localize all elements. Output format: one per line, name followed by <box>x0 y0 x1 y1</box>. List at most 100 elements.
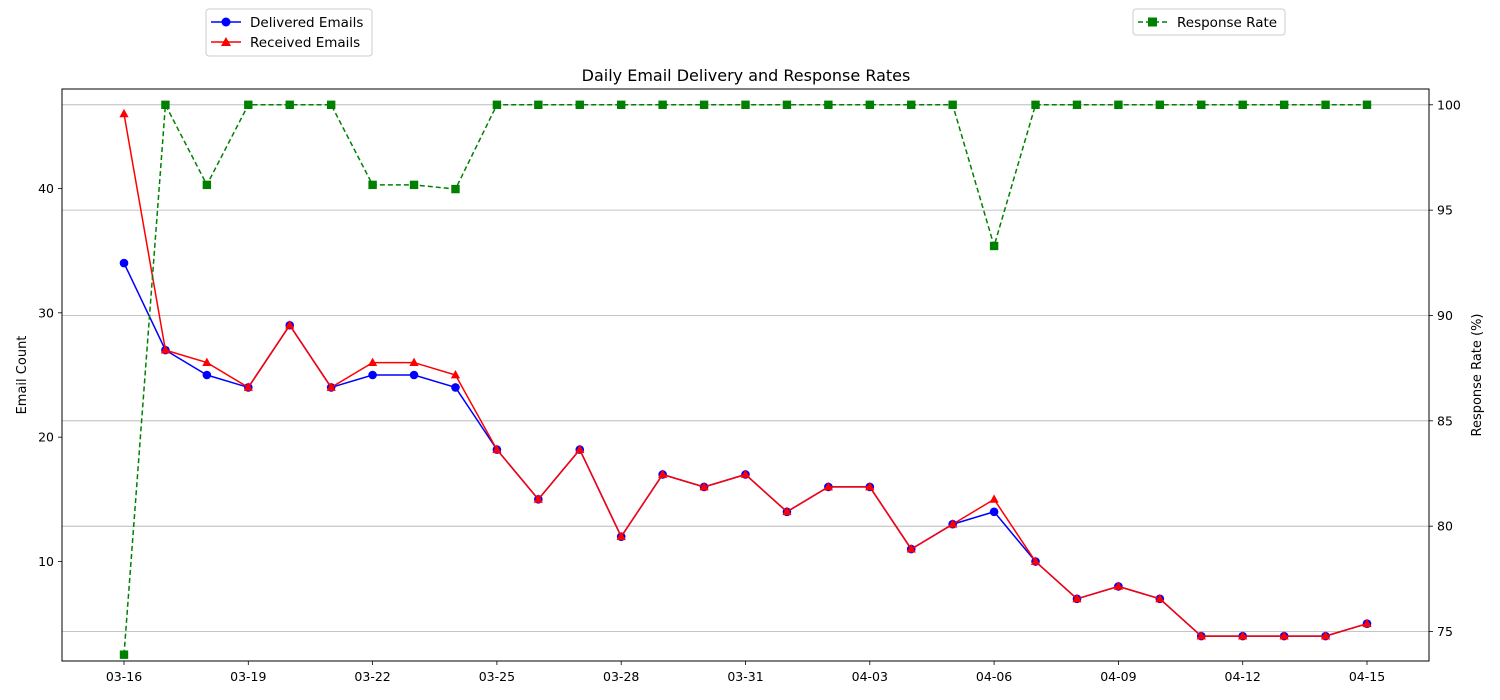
x-tick-label: 04-09 <box>1100 669 1136 684</box>
x-tick-label: 03-19 <box>230 669 266 684</box>
point-received <box>119 108 129 118</box>
point-response-rate <box>534 100 543 110</box>
point-response-rate <box>244 100 253 110</box>
series-line-1 <box>123 113 1368 637</box>
point-received <box>326 382 336 391</box>
legend-left-frame <box>205 8 373 57</box>
point-received <box>533 494 543 503</box>
point-received <box>1072 593 1082 603</box>
grid-lines <box>62 104 1429 632</box>
x-tick-label: 03-31 <box>727 669 763 684</box>
point-response-rate <box>989 241 999 251</box>
point-received <box>285 320 295 329</box>
x-tick-label: 04-06 <box>976 669 1012 684</box>
point-received <box>823 481 833 491</box>
y2-tick-label: 80 <box>1437 519 1453 534</box>
y-tick-label: 40 <box>38 181 54 196</box>
x-tick-label: 03-25 <box>479 669 515 684</box>
point-received <box>989 494 999 503</box>
point-response-rate <box>948 100 957 110</box>
point-delivered <box>409 370 419 380</box>
point-response-rate <box>865 100 874 110</box>
point-received <box>906 544 916 553</box>
point-response-rate <box>119 650 129 659</box>
point-response-rate <box>1321 100 1330 110</box>
legend-received-label: Received Emails <box>250 35 360 51</box>
x-tick-label: 04-03 <box>852 669 888 684</box>
point-received <box>948 519 958 528</box>
point-received <box>492 444 502 454</box>
chart-title: Daily Email Delivery and Response Rates <box>582 66 911 85</box>
point-delivered <box>989 507 999 517</box>
point-response-rate <box>1031 100 1040 110</box>
point-received <box>658 469 668 478</box>
point-received <box>865 481 875 491</box>
y2-tick-label: 85 <box>1437 413 1453 428</box>
point-response-rate <box>617 100 626 110</box>
point-response-rate <box>161 100 170 110</box>
point-received <box>1320 631 1331 640</box>
point-received <box>616 531 626 541</box>
point-received <box>575 444 585 454</box>
legend-right-frame <box>1132 8 1286 36</box>
x-tick-label: 03-16 <box>106 669 142 684</box>
point-received <box>409 357 419 366</box>
y2-tick-label: 100 <box>1437 97 1461 112</box>
x-axis: 03-16 03-19 03-22 03-25 03-28 03-31 04-03 04-06… <box>106 661 1385 684</box>
y-axis-title: Email Count <box>15 336 30 415</box>
series-layer <box>119 100 1372 659</box>
point-response-rate <box>492 100 502 110</box>
point-delivered <box>451 383 460 392</box>
point-response-rate <box>1238 100 1247 110</box>
point-response-rate <box>699 100 709 110</box>
point-delivered <box>368 370 377 380</box>
point-response-rate <box>368 180 377 190</box>
point-received <box>1362 618 1372 628</box>
x-tick-label: 04-15 <box>1349 669 1385 684</box>
series-line-0 <box>123 262 1368 637</box>
point-response-rate <box>451 184 460 194</box>
point-response-rate <box>824 100 833 110</box>
point-received <box>202 357 212 366</box>
point-received <box>243 382 253 391</box>
point-response-rate <box>409 180 419 190</box>
point-response-rate <box>575 100 584 110</box>
legend-response-marker <box>1148 17 1157 27</box>
point-received <box>1113 581 1123 590</box>
legend-response-label: Response Rate <box>1177 15 1277 31</box>
y-tick-label: 30 <box>38 305 54 320</box>
y-tick-label: 20 <box>38 430 54 445</box>
point-received <box>1196 631 1206 640</box>
x-tick-label: 03-28 <box>603 669 639 684</box>
series-line-2 <box>123 102 1367 655</box>
y2-axis-title: Response Rate (%) <box>1470 313 1485 436</box>
legend-delivered-label: Delivered Emails <box>250 15 363 31</box>
point-received <box>160 345 171 354</box>
legend-left: Delivered Emails Received Emails <box>205 8 373 57</box>
point-response-rate <box>1155 100 1165 110</box>
point-delivered <box>119 258 129 268</box>
point-received <box>1238 631 1248 640</box>
y-axis-left: 10 20 30 40 <box>38 181 62 569</box>
point-received <box>1030 556 1041 565</box>
point-response-rate <box>285 100 294 110</box>
point-response-rate <box>202 180 212 190</box>
point-delivered <box>202 370 212 380</box>
y2-tick-label: 95 <box>1437 203 1453 218</box>
legend-delivered-marker <box>221 17 231 27</box>
y2-tick-label: 75 <box>1437 624 1453 639</box>
point-received <box>1279 631 1289 640</box>
point-received <box>368 357 378 366</box>
y2-tick-label: 90 <box>1437 308 1453 323</box>
point-received <box>782 506 792 516</box>
point-response-rate <box>782 100 792 110</box>
point-response-rate <box>1197 100 1206 110</box>
y-tick-label: 10 <box>38 554 54 569</box>
plot-area <box>61 88 1430 662</box>
y-axis-right: 75 80 85 90 95 100 <box>1429 97 1461 639</box>
x-tick-label: 04-12 <box>1225 669 1261 684</box>
point-response-rate <box>326 100 336 110</box>
point-received <box>740 469 751 478</box>
point-response-rate <box>1072 100 1082 110</box>
